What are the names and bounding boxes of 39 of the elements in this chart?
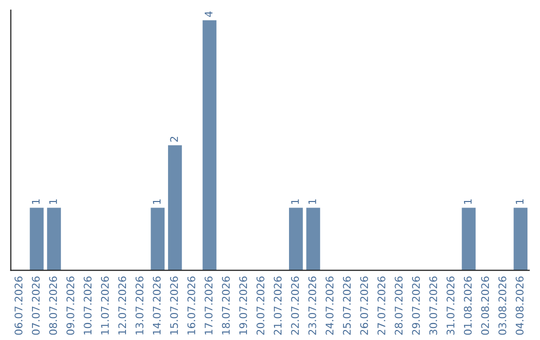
x-tick-label: 09.07.2026 (66, 276, 74, 335)
x-tick-label: 25.07.2026 (342, 276, 351, 335)
x-tick-label: 13.07.2026 (136, 276, 144, 334)
x-tick-label: 28.07.2026 (394, 276, 403, 335)
x-tick-label: 12.07.2026 (118, 276, 126, 334)
x-tick-label: 19.07.2026 (239, 276, 248, 334)
x-tick-label: 03.08.2026 (498, 276, 506, 335)
data-label: 2 (170, 136, 178, 142)
x-tick-label: 31.07.2026 (446, 276, 454, 335)
x-tick-label: 08.07.2026 (49, 276, 58, 335)
x-tick-label: 07.07.2026 (32, 276, 40, 335)
x-tick-label: 15.07.2026 (170, 276, 178, 334)
data-label: 1 (291, 199, 299, 204)
x-tick-label: 01.08.2026 (464, 276, 472, 335)
data-label: 1 (49, 199, 57, 204)
x-tick-label: 11.07.2026 (100, 276, 109, 334)
data-label: 1 (308, 199, 316, 204)
data-label: 4 (204, 11, 212, 17)
x-tick-label: 20.07.2026 (256, 276, 264, 335)
x-tick-label: 06.07.2026 (14, 276, 22, 335)
x-tick-label: 10.07.2026 (84, 276, 92, 334)
data-label: 1 (516, 199, 524, 204)
x-tick-label: 23.07.2026 (308, 276, 316, 335)
x-tick-label: 24.07.2026 (326, 276, 334, 335)
data-label: 1 (464, 199, 472, 204)
x-tick-label: 17.07.2026 (204, 276, 213, 334)
x-tick-label: 16.07.2026 (187, 276, 196, 334)
x-tick-label: 22.07.2026 (291, 276, 299, 335)
data-label: 1 (32, 199, 40, 204)
x-tick-label: 14.07.2026 (152, 276, 161, 334)
x-tick-label: 02.08.2026 (481, 276, 490, 335)
data-label: 1 (152, 199, 161, 204)
x-tick-label: 04.08.2026 (516, 276, 524, 335)
x-tick-label: 29.07.2026 (412, 276, 420, 335)
x-tick-label: 18.07.2026 (222, 276, 230, 334)
x-tick-label: 26.07.2026 (360, 276, 368, 335)
x-tick-label: 30.07.2026 (429, 276, 438, 335)
x-tick-label: 21.07.2026 (274, 276, 282, 335)
x-tick-label: 27.07.2026 (377, 276, 386, 335)
